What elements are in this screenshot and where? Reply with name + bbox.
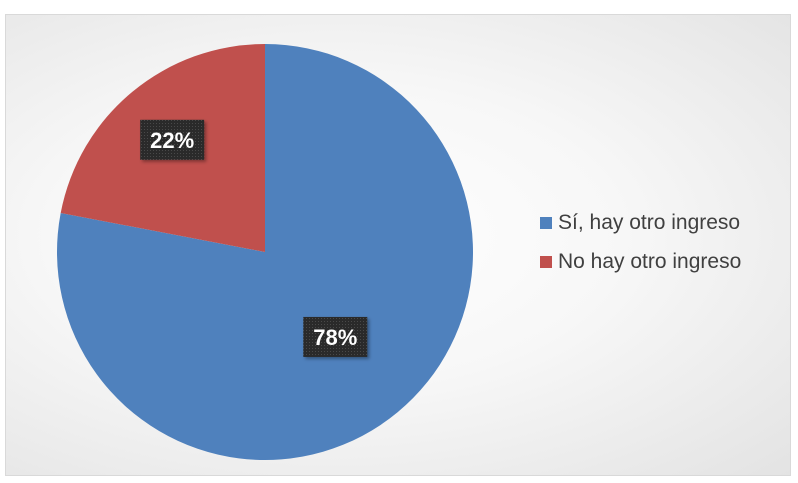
chart-area: 78% 22% Sí, hay otro ingreso No hay otro … [5,14,791,476]
legend-label-si: Sí, hay otro ingreso [558,211,741,234]
pie-chart: 78% 22% [56,44,473,461]
data-label-box [140,119,205,160]
legend-swatch-si [540,217,552,229]
data-label-box [303,316,368,357]
legend-item-no: No hay otro ingreso [540,250,741,274]
legend-item-si: Sí, hay otro ingreso [540,211,741,235]
pie-slice-si [56,44,473,461]
legend-label-no: No hay otro ingreso [558,250,742,273]
data-label-78: 78% [303,316,368,357]
data-label-text: 78% [313,325,357,350]
legend-swatch-no [540,256,552,268]
data-label-text: 22% [150,128,194,153]
data-label-22: 22% [140,119,205,160]
legend: Sí, hay otro ingreso No hay otro ingreso [540,211,741,274]
